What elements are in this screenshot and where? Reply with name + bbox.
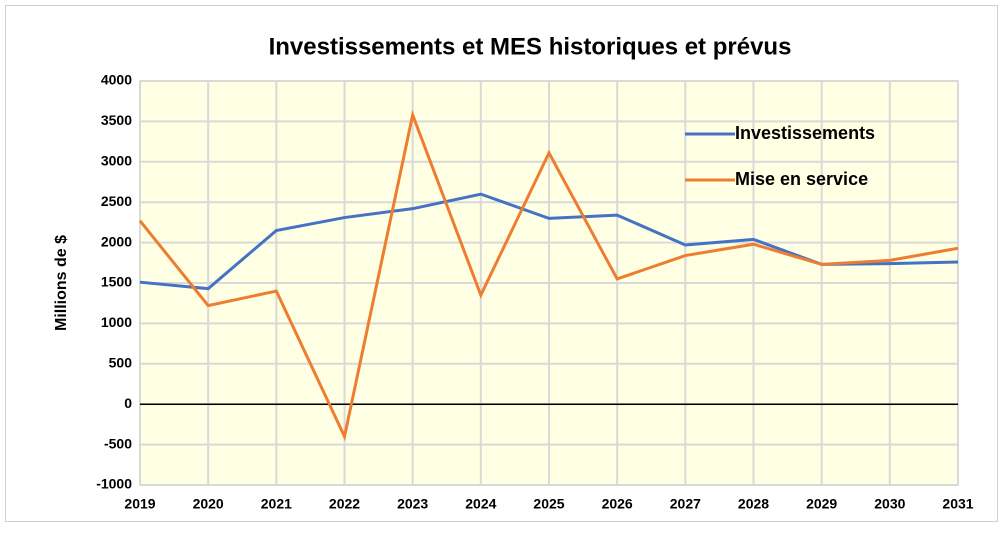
x-tick-label: 2020 [193,496,224,512]
y-tick-label: 4000 [101,72,132,88]
x-tick-label: 2031 [942,496,973,512]
y-tick-label: -1000 [96,476,132,492]
x-tick-label: 2026 [602,496,633,512]
y-tick-label: 0 [124,395,132,411]
y-tick-label: 3500 [101,112,132,128]
legend-label: Mise en service [735,169,868,189]
x-tick-label: 2030 [874,496,905,512]
x-tick-label: 2027 [670,496,701,512]
x-tick-label: 2025 [533,496,564,512]
y-tick-label: 1000 [101,314,132,330]
y-tick-label: 3000 [101,153,132,169]
x-tick-label: 2029 [806,496,837,512]
line-series [138,109,959,442]
y-tick-label: 500 [109,355,133,371]
x-tick-label: 2022 [329,496,360,512]
y-axis-label: Millions de $ [53,235,70,331]
x-tick-label: 2028 [738,496,769,512]
x-tick-label: 2023 [397,496,428,512]
y-tick-label: 1500 [101,274,132,290]
x-tick-label: 2019 [124,496,155,512]
x-tick-label: 2021 [261,496,292,512]
legend-label: Investissements [735,123,875,143]
y-tick-label: 2000 [101,233,132,249]
y-tick-label: 2500 [101,193,132,209]
chart-title: Investissements et MES historiques et pr… [269,33,792,60]
x-tick-label: 2024 [465,496,496,512]
y-tick-label: -500 [104,435,132,451]
